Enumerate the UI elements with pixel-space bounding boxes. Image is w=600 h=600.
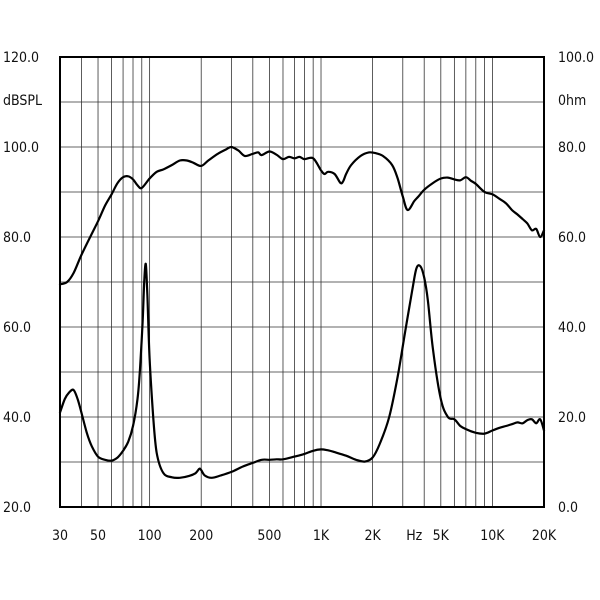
y-right-tick-label: 60.0	[558, 230, 586, 246]
x-tick-label: 5K	[433, 528, 450, 544]
spl-curve	[58, 145, 546, 286]
curves	[58, 145, 546, 480]
x-tick-label: 100	[138, 528, 162, 544]
x-tick-label: 1K	[313, 528, 330, 544]
y-right-tick-label: 20.0	[558, 410, 586, 426]
y-left-tick-label: 100.0	[3, 140, 39, 156]
x-tick-label: 10K	[480, 528, 505, 544]
x-tick-label: 500	[257, 528, 281, 544]
x-tick-label: 20K	[532, 528, 557, 544]
x-tick-label: 2K	[364, 528, 381, 544]
y-left-tick-label: 20.0	[3, 500, 31, 516]
x-tick-label: 30	[52, 528, 68, 544]
y-left-tick-label: 60.0	[3, 320, 31, 336]
left-unit-label: dBSPL	[3, 93, 42, 109]
impedance-curve	[58, 262, 546, 480]
tick-labels: dBSPL 0hm 120.0 100.0 80.0 60.0 40.0 20.0 100.…	[3, 50, 594, 544]
x-tick-label: 200	[189, 528, 213, 544]
plot-frame	[59, 56, 545, 508]
y-left-tick-label: 80.0	[3, 230, 31, 246]
x-tick-label: 50	[90, 528, 106, 544]
grid	[60, 57, 544, 507]
y-left-tick-label: 120.0	[3, 50, 39, 66]
x-tick-label: Hz	[406, 528, 422, 544]
y-right-tick-label: 100.0	[558, 50, 594, 66]
right-unit-label: 0hm	[558, 93, 586, 109]
y-right-tick-label: 0.0	[558, 500, 578, 516]
y-right-tick-label: 40.0	[558, 320, 586, 336]
y-left-tick-label: 40.0	[3, 410, 31, 426]
y-right-tick-label: 80.0	[558, 140, 586, 156]
